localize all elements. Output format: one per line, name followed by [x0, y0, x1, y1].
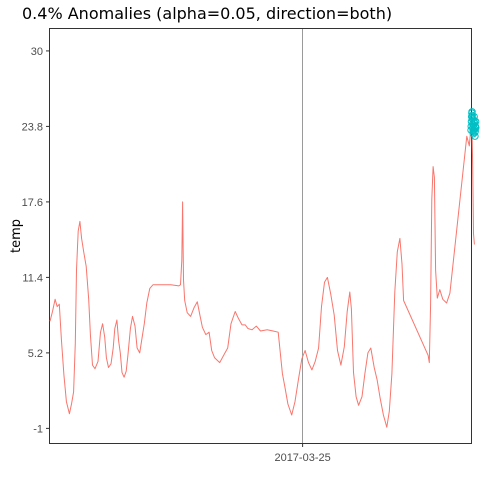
chart-title: 0.4% Anomalies (alpha=0.05, direction=bo… [22, 4, 392, 23]
anomaly-point [472, 123, 480, 132]
y-tick-label: 11.4 [22, 272, 43, 284]
y-tick-label: 30 [31, 46, 43, 58]
anomaly-point [468, 108, 476, 116]
y-tick-label: 23.8 [22, 121, 43, 133]
plot-panel [49, 28, 472, 444]
anomaly-point [471, 127, 479, 135]
y-axis: -1 5.2 11.4 17.6 23.8 30 [22, 46, 50, 435]
anomaly-point [471, 132, 479, 140]
y-axis-title: temp [9, 219, 24, 253]
anomaly-point [468, 111, 476, 120]
x-axis: 2017-03-25 [274, 443, 331, 464]
y-tick-label: -1 [33, 423, 43, 435]
x-tick-label: 2017-03-25 [274, 452, 330, 464]
temp-series-line [49, 117, 475, 428]
y-tick-label: 17.6 [22, 197, 43, 209]
y-tick-label: 5.2 [28, 348, 43, 360]
series-layer [49, 108, 480, 428]
